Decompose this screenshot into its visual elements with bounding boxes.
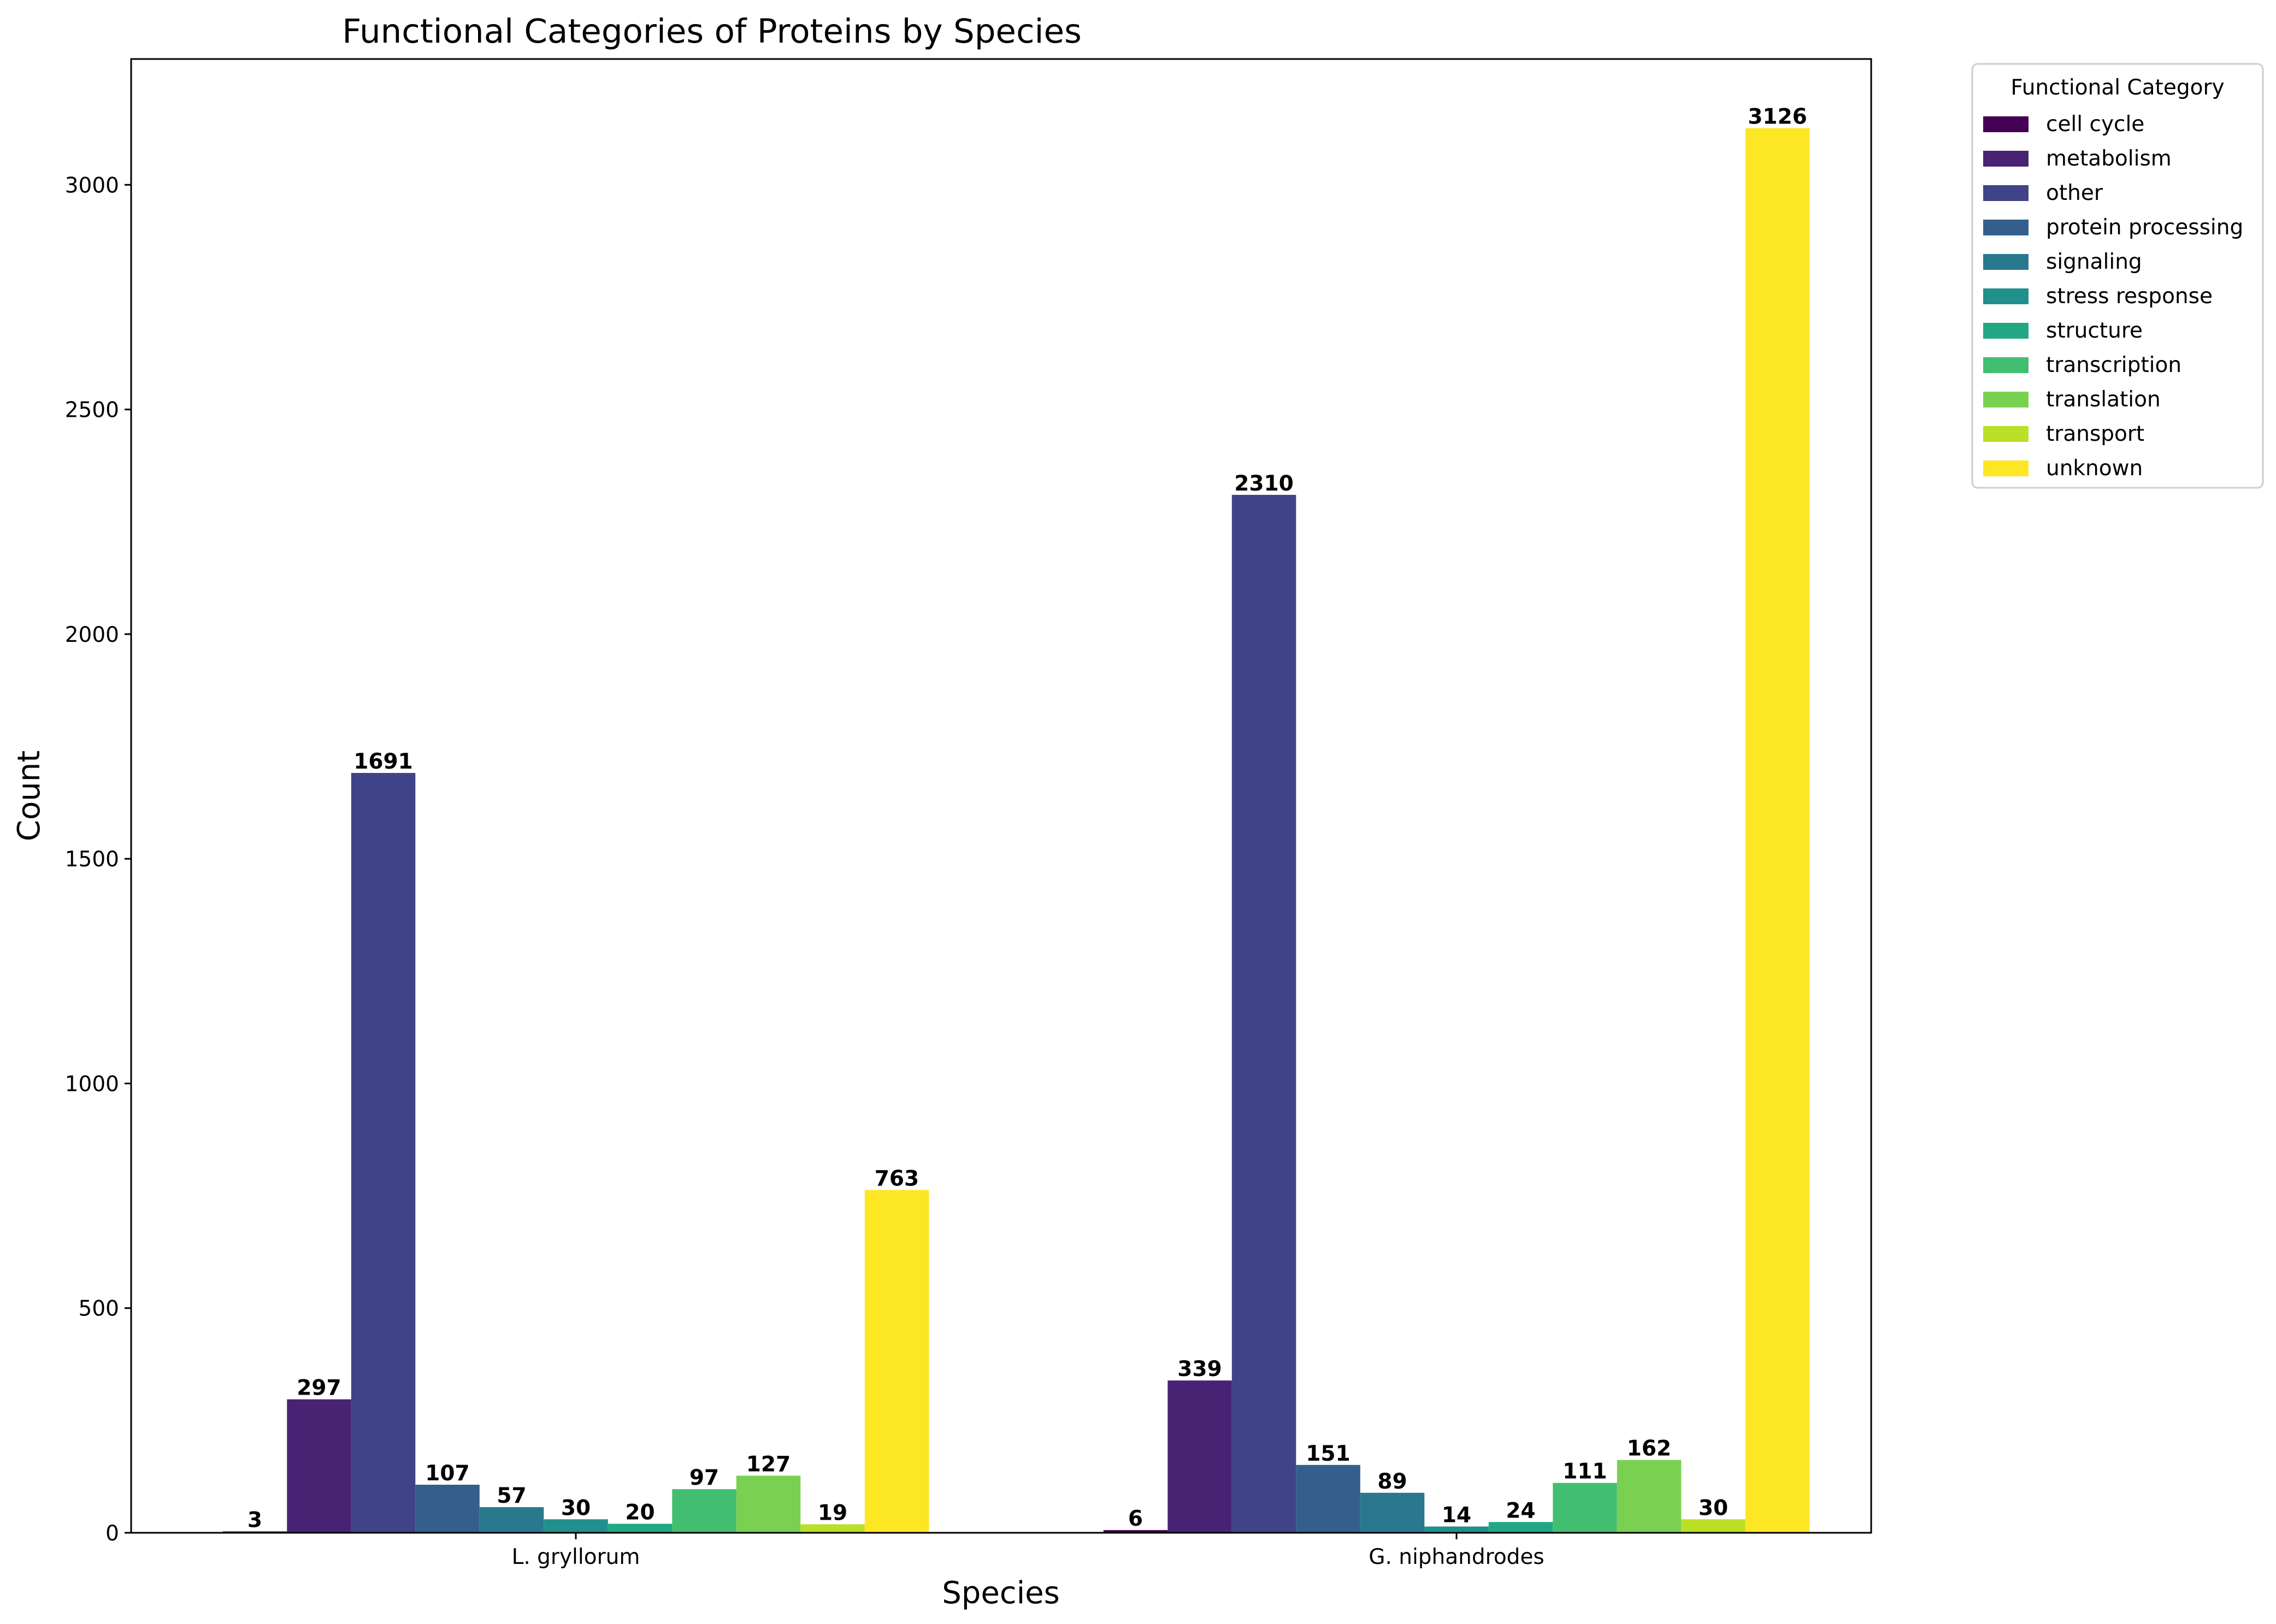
bar xyxy=(1360,1492,1425,1533)
bar-value-label: 763 xyxy=(875,1166,919,1191)
y-tick-label: 2500 xyxy=(65,398,119,423)
legend-entry-label: unknown xyxy=(2046,456,2143,481)
y-tick-label: 1000 xyxy=(65,1072,119,1096)
chart-title: Functional Categories of Proteins by Spe… xyxy=(342,12,1082,51)
bar-value-label: 30 xyxy=(1699,1496,1728,1520)
legend-entry-label: translation xyxy=(2046,387,2161,412)
legend-swatch xyxy=(1983,288,2029,304)
bar xyxy=(1296,1464,1360,1533)
bar xyxy=(672,1489,736,1533)
bar-value-label: 57 xyxy=(497,1484,526,1508)
bar xyxy=(608,1523,673,1533)
bars-layer xyxy=(222,128,1810,1533)
y-tick-label: 3000 xyxy=(65,173,119,198)
bar xyxy=(1553,1483,1617,1533)
legend-swatch xyxy=(1983,220,2029,235)
legend-items: cell cycle metabolism other protein process… xyxy=(1983,112,2243,481)
bar-value-label: 19 xyxy=(818,1501,847,1525)
bar-value-label: 2310 xyxy=(1234,471,1294,496)
legend-entry-label: transport xyxy=(2046,422,2144,446)
bar xyxy=(1103,1530,1168,1533)
legend-entry-label: transcription xyxy=(2046,353,2181,377)
plot-frame xyxy=(130,58,1872,1534)
bar-value-label: 3 xyxy=(247,1508,262,1533)
bar-value-label: 1691 xyxy=(353,749,413,774)
legend-swatch xyxy=(1983,392,2029,408)
bar-value-label: 89 xyxy=(1377,1469,1407,1494)
legend-swatch xyxy=(1983,460,2029,476)
legend-swatch xyxy=(1983,357,2029,373)
x-tick-label: G. niphandrodes xyxy=(1369,1545,1544,1569)
bar xyxy=(1617,1460,1682,1533)
legend: Functional Category cell cycle metabolism… xyxy=(1971,63,2264,489)
bar-value-label: 151 xyxy=(1306,1442,1350,1466)
legend-entry-label: structure xyxy=(2046,318,2143,343)
bar-value-label: 6 xyxy=(1128,1507,1143,1531)
legend-entry-label: signaling xyxy=(2046,250,2142,274)
legend-entry-label: protein processing xyxy=(2046,215,2243,240)
y-axis: 0 500 1000 1500 2000 2500 3000 xyxy=(65,173,131,1546)
legend-title: Functional Category xyxy=(2010,75,2224,100)
x-axis: L. gryllorum G. niphandrodes xyxy=(512,1533,1544,1569)
legend-swatch xyxy=(1983,323,2029,339)
bar-value-label: 162 xyxy=(1627,1437,1671,1461)
y-tick-label: 0 xyxy=(105,1521,119,1546)
bar xyxy=(1168,1380,1232,1533)
y-tick-label: 2000 xyxy=(65,623,119,647)
bar xyxy=(1488,1522,1553,1533)
legend-swatch xyxy=(1983,151,2029,167)
bar xyxy=(1681,1519,1746,1533)
legend-entry-label: stress response xyxy=(2046,284,2213,309)
legend-swatch xyxy=(1983,254,2029,270)
bar xyxy=(479,1507,544,1533)
bar-value-label: 20 xyxy=(625,1501,655,1525)
legend-frame xyxy=(1971,63,2264,489)
bar xyxy=(800,1524,865,1533)
bar xyxy=(351,773,416,1533)
bar-value-label: 97 xyxy=(689,1466,719,1490)
y-tick-label: 1500 xyxy=(65,847,119,872)
legend-entry-label: metabolism xyxy=(2046,146,2172,171)
legend-swatch xyxy=(1983,116,2029,132)
bar xyxy=(1231,494,1296,1533)
bar-value-label: 3126 xyxy=(1748,105,1807,129)
bar-value-label: 14 xyxy=(1442,1503,1471,1528)
legend-entry-label: cell cycle xyxy=(2046,112,2144,137)
bar-value-label: 30 xyxy=(561,1496,591,1520)
legend-swatch xyxy=(1983,426,2029,442)
bar xyxy=(1745,128,1810,1533)
bar xyxy=(736,1475,801,1533)
bar-value-label: 127 xyxy=(746,1452,791,1477)
legend-swatch xyxy=(1983,185,2029,201)
value-labels-layer: 3 6 297 339 1691 2310 107 151 57 89 30 14 20 24 97 111 1… xyxy=(247,105,1807,1533)
bar-value-label: 24 xyxy=(1506,1498,1535,1523)
x-tick-label: L. gryllorum xyxy=(512,1545,640,1569)
y-axis-label: Count xyxy=(11,751,47,841)
bar xyxy=(544,1519,608,1533)
x-axis-label: Species xyxy=(942,1575,1060,1611)
bar-value-label: 339 xyxy=(1177,1357,1222,1381)
y-tick-label: 500 xyxy=(79,1297,119,1321)
bar xyxy=(1424,1526,1489,1533)
bar xyxy=(864,1190,929,1533)
bar-value-label: 297 xyxy=(297,1376,341,1401)
legend-entry-label: other xyxy=(2046,181,2103,205)
bar-value-label: 111 xyxy=(1562,1460,1607,1484)
bar xyxy=(287,1399,351,1533)
bar xyxy=(415,1485,480,1533)
bar-value-label: 107 xyxy=(425,1461,469,1486)
